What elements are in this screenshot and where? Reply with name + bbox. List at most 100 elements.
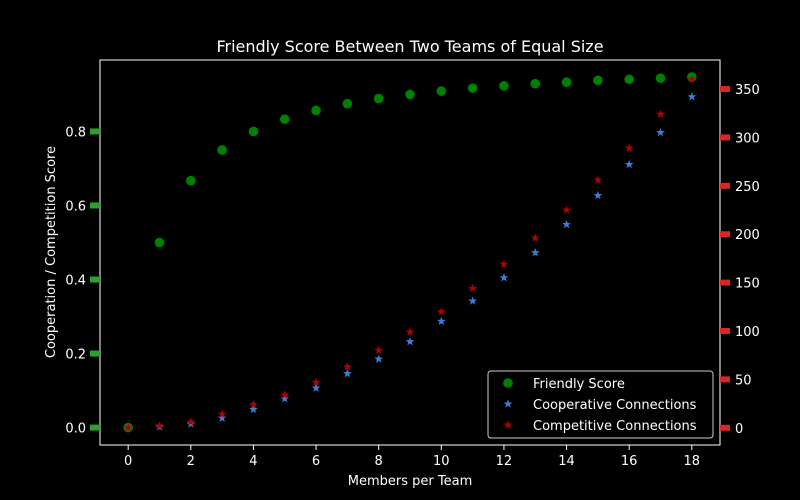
y-right-tick-mark [720, 182, 730, 189]
legend-box [487, 370, 714, 439]
data-point [593, 75, 603, 86]
data-point [468, 296, 477, 305]
data-points [123, 72, 697, 433]
data-point [468, 283, 477, 293]
x-tick-label: 6 [312, 454, 320, 469]
plot-area-frame [99, 59, 721, 446]
data-point [499, 81, 509, 91]
y-right-tick-label: 150 [735, 277, 760, 292]
legend-marker [503, 420, 513, 429]
x-tick-label: 8 [375, 454, 383, 469]
y-right-axis-ticks: 0 50 100 150 200 250 300 350 [720, 83, 760, 437]
legend-label: Competitive Connections [533, 419, 697, 434]
data-point [499, 259, 509, 268]
y-right-tick-mark [720, 424, 730, 431]
data-point [154, 237, 165, 248]
data-point [249, 404, 258, 414]
y-left-axis-ticks: 0.0 0.2 0.4 0.6 0.8 [65, 125, 100, 437]
y-right-tick-mark [720, 279, 730, 286]
data-point [530, 78, 541, 89]
y-right-tick-label: 50 [735, 373, 752, 388]
data-point [655, 73, 666, 83]
data-point [186, 175, 196, 186]
data-point [279, 114, 290, 125]
data-point [530, 248, 540, 257]
y-left-tick-mark [90, 128, 100, 135]
data-point [280, 390, 290, 399]
y-right-tick-mark [720, 376, 730, 383]
x-tick-label: 2 [187, 454, 195, 469]
data-point [311, 377, 321, 387]
data-point [624, 74, 634, 85]
x-axis-ticks: 0 2 4 6 8 10 12 14 16 18 [124, 445, 700, 469]
data-point [593, 190, 603, 200]
data-point [499, 273, 509, 282]
x-tick-label: 4 [249, 454, 257, 469]
y-right-tick-label: 350 [735, 83, 760, 98]
x-tick-label: 0 [124, 454, 132, 469]
data-point [311, 105, 321, 116]
data-point [373, 93, 384, 104]
y-left-tick-mark [90, 424, 100, 431]
data-point [248, 126, 259, 137]
data-point [436, 307, 446, 316]
x-tick-label: 14 [558, 454, 575, 469]
data-point [186, 417, 196, 426]
chart-title: Friendly Score Between Two Teams of Equa… [216, 37, 603, 56]
x-tick-label: 12 [496, 454, 513, 469]
data-point [311, 383, 321, 392]
data-point [405, 89, 415, 100]
y-left-tick-label: 0.4 [65, 274, 86, 289]
data-point [624, 143, 634, 152]
data-point [217, 409, 227, 418]
legend-marker [503, 399, 513, 408]
chart-legend: Friendly Score Cooperative Connections Com… [487, 370, 714, 439]
series-2 [123, 74, 697, 432]
x-tick-label: 18 [684, 454, 701, 469]
data-point [342, 98, 353, 109]
y-right-tick-label: 200 [735, 228, 760, 243]
x-tick-label: 10 [433, 454, 450, 469]
y-right-tick-mark [720, 231, 730, 238]
data-point [624, 159, 634, 169]
y-left-tick-mark [90, 350, 100, 357]
data-point [561, 77, 572, 88]
data-point [562, 219, 571, 229]
y-left-tick-label: 0.2 [65, 348, 86, 363]
legend-label: Friendly Score [533, 377, 625, 392]
data-point [687, 92, 697, 101]
y-left-tick-label: 0.0 [65, 422, 86, 437]
legend-marker [503, 378, 513, 388]
data-point [217, 413, 227, 422]
y-right-tick-label: 300 [735, 131, 760, 146]
data-point [405, 337, 415, 346]
y-left-tick-label: 0.8 [65, 125, 86, 140]
legend-label: Cooperative Connections [533, 398, 697, 413]
y-right-tick-mark [720, 327, 730, 334]
x-tick-label: 16 [621, 454, 638, 469]
y-left-tick-label: 0.6 [65, 199, 86, 214]
data-point [374, 354, 384, 363]
data-point [343, 368, 352, 378]
data-point [217, 145, 227, 155]
data-point [405, 327, 415, 336]
data-point [155, 421, 164, 430]
y-axis-label: Cooperation / Competition Score [44, 146, 59, 358]
data-point [687, 74, 697, 84]
series-1 [123, 92, 697, 432]
series-0 [123, 72, 697, 433]
data-point [374, 345, 384, 355]
data-point [436, 86, 447, 96]
data-point [436, 316, 446, 326]
y-right-tick-label: 0 [735, 422, 743, 437]
y-left-tick-mark [90, 202, 100, 209]
data-point [530, 233, 540, 242]
y-right-tick-mark [720, 86, 730, 93]
data-point [280, 394, 290, 403]
data-point [656, 109, 665, 118]
data-point [343, 362, 352, 371]
y-left-tick-mark [90, 276, 100, 283]
data-point [249, 399, 258, 409]
